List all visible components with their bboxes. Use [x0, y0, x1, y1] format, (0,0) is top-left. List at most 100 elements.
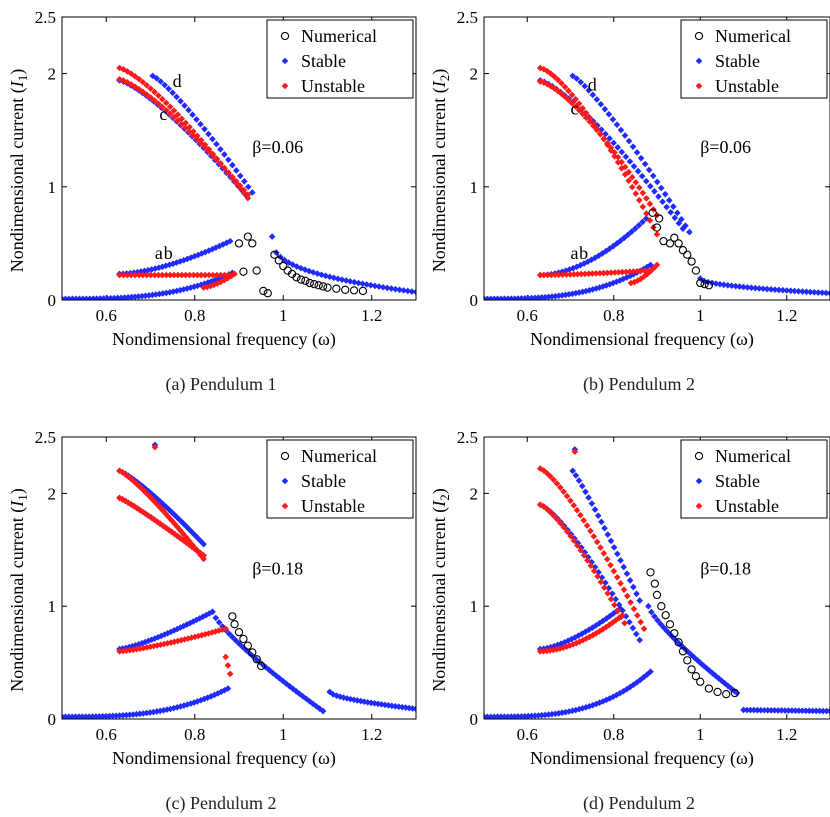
- unstable-point: [570, 271, 578, 278]
- stable-point: [823, 707, 830, 715]
- stable-point: [388, 285, 395, 292]
- stable-point: [336, 693, 344, 700]
- unstable-point: [615, 269, 622, 276]
- unstable-point: [159, 95, 166, 103]
- numerical-point: [704, 684, 714, 693]
- unstable-point: [120, 271, 127, 279]
- unstable-point: [182, 119, 189, 127]
- unstable-point: [119, 469, 126, 476]
- unstable-point: [190, 271, 197, 279]
- unstable-point: [610, 567, 618, 575]
- stable-point: [541, 711, 549, 719]
- stable-point: [363, 281, 370, 288]
- unstable-point: [244, 191, 252, 199]
- stable-point: [810, 288, 818, 296]
- stable-point: [573, 263, 581, 271]
- x-tick-label: 0.8: [603, 725, 624, 744]
- numerical-point: [263, 289, 272, 298]
- stable-point: [173, 93, 180, 101]
- numerical-point: [687, 257, 696, 266]
- unstable-point: [620, 586, 628, 593]
- y-tick-label: 2.5: [457, 8, 478, 27]
- stable-point: [379, 283, 387, 291]
- unstable-point: [228, 173, 236, 181]
- unstable-point: [167, 639, 175, 646]
- unstable-point: [559, 271, 566, 278]
- unstable-point: [129, 646, 137, 654]
- stable-point: [720, 281, 728, 289]
- unstable-point: [153, 518, 161, 526]
- stable-point: [597, 100, 605, 108]
- stable-point: [128, 293, 135, 300]
- unstable-point: [143, 91, 151, 98]
- stable-point: [569, 72, 576, 80]
- stable-point: [626, 618, 633, 626]
- stable-point: [572, 472, 580, 479]
- stable-point: [582, 287, 590, 295]
- stable-point: [743, 706, 751, 714]
- stable-point: [612, 595, 619, 603]
- stable-point: [629, 624, 637, 632]
- y-label-close: ): [7, 69, 28, 75]
- stable-point: [783, 287, 791, 294]
- legend-label-numerical: Numerical: [715, 26, 791, 46]
- stable-point: [166, 288, 174, 296]
- stable-point: [795, 707, 803, 714]
- numerical-point: [670, 233, 679, 242]
- numerical-point: [661, 611, 670, 620]
- y-label-text: Nondimensional current (: [7, 87, 28, 272]
- y-label-symbol: I: [7, 500, 27, 508]
- stable-point: [148, 490, 155, 498]
- unstable-point: [174, 637, 182, 645]
- stable-point: [355, 279, 362, 287]
- y-tick-label: 2: [470, 65, 479, 84]
- stable-point: [610, 544, 618, 551]
- unstable-point: [583, 522, 591, 529]
- axes-frame: [483, 16, 830, 301]
- unstable-point: [630, 605, 638, 613]
- stable-point: [649, 172, 657, 180]
- stable-point: [188, 528, 196, 536]
- data-layer: [62, 64, 416, 300]
- stable-point: [213, 140, 220, 148]
- stable-point: [241, 178, 248, 185]
- unstable-point: [563, 643, 570, 650]
- unstable-point: [162, 271, 170, 279]
- unstable-point: [611, 601, 618, 609]
- stable-point: [727, 684, 735, 692]
- numerical-point: [674, 638, 683, 647]
- stable-point: [364, 698, 371, 706]
- stable-point: [582, 704, 590, 711]
- stable-point: [647, 182, 654, 190]
- stable-point: [229, 633, 236, 641]
- stable-point: [601, 105, 609, 113]
- stable-point: [177, 517, 184, 524]
- curve-label: c: [159, 104, 167, 124]
- stable-point: [625, 137, 633, 145]
- unstable-point: [643, 210, 650, 217]
- unstable-point: [168, 517, 176, 524]
- unstable-point: [618, 268, 626, 276]
- axes-frame: [61, 436, 417, 720]
- unstable-point: [124, 271, 131, 279]
- unstable-point: [617, 613, 625, 621]
- numerical-point: [674, 239, 683, 248]
- stable-point: [577, 78, 585, 86]
- stable-point: [156, 290, 163, 298]
- numerical-point: [678, 246, 688, 255]
- stable-point: [588, 500, 596, 507]
- y-label-text: Nondimensional current (: [429, 87, 450, 272]
- unstable-point: [143, 81, 151, 89]
- unstable-point: [186, 123, 193, 131]
- stable-point: [651, 188, 658, 195]
- stable-point: [637, 154, 645, 162]
- unstable-point: [614, 607, 622, 615]
- unstable-point: [162, 99, 170, 107]
- unstable-point: [195, 632, 202, 640]
- unstable-point: [577, 270, 585, 278]
- unstable-point: [600, 135, 608, 142]
- curve-label: b: [164, 243, 173, 263]
- data-layer: [62, 441, 416, 719]
- unstable-point: [217, 278, 225, 286]
- stable-point: [657, 184, 665, 192]
